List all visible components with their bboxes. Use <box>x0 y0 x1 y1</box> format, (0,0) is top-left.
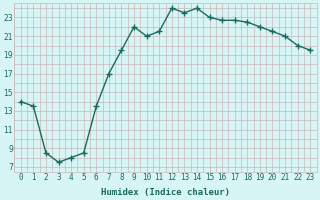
X-axis label: Humidex (Indice chaleur): Humidex (Indice chaleur) <box>101 188 230 197</box>
